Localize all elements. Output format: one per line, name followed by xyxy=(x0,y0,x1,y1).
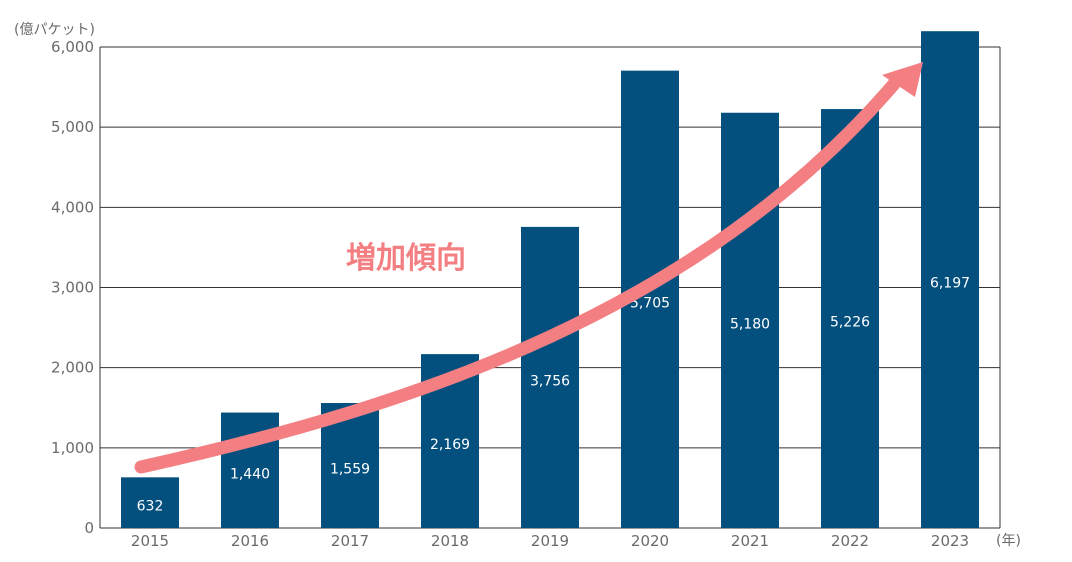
y-tick-label: 2,000 xyxy=(51,359,94,377)
data-label: 6,197 xyxy=(930,276,970,292)
data-label: 5,226 xyxy=(830,315,870,331)
x-tick-label: 2020 xyxy=(631,532,669,550)
y-tick-label: 4,000 xyxy=(51,198,94,216)
y-unit-label: (億パケット) xyxy=(14,22,95,38)
x-tick-label: 2019 xyxy=(531,532,569,550)
x-tick-label: 2018 xyxy=(431,532,469,550)
bar-2022 xyxy=(821,109,879,528)
y-tick-label: 0 xyxy=(84,519,94,537)
x-tick-label: 2021 xyxy=(731,532,769,550)
data-label: 5,705 xyxy=(630,295,670,311)
trend-arrow-head xyxy=(882,62,923,97)
data-label: 632 xyxy=(137,499,164,515)
x-unit-label: (年) xyxy=(996,533,1021,549)
bar-2021 xyxy=(721,112,779,528)
x-tick-label: 2016 xyxy=(231,532,269,550)
y-tick-label: 5,000 xyxy=(51,118,94,136)
y-axis-ticks: 0 1,000 2,000 3,000 4,000 5,000 6,000 xyxy=(51,38,94,537)
trend-annotation: 増加傾向 xyxy=(346,241,466,276)
x-tick-label: 2015 xyxy=(131,532,169,550)
x-tick-label: 2017 xyxy=(331,532,369,550)
data-label: 1,440 xyxy=(230,466,270,482)
data-label: 5,180 xyxy=(730,316,770,332)
data-label: 3,756 xyxy=(530,373,570,389)
data-label: 2,169 xyxy=(430,437,470,453)
x-tick-label: 2022 xyxy=(831,532,869,550)
data-label: 1,559 xyxy=(330,462,370,478)
y-tick-label: 1,000 xyxy=(51,439,94,457)
y-tick-label: 3,000 xyxy=(51,279,94,297)
trend-arrow xyxy=(134,62,923,474)
bars: 632 1,440 1,559 2,169 3,756 5,705 5,180 5,226 6,… xyxy=(121,31,979,529)
trend-arrow-line xyxy=(134,77,901,474)
y-tick-label: 6,000 xyxy=(51,38,94,56)
bar-2019 xyxy=(521,226,579,529)
bar-2023 xyxy=(921,31,979,529)
bar-2015 xyxy=(121,477,179,528)
x-tick-label: 2023 xyxy=(931,532,969,550)
x-axis-ticks: 2015 2016 2017 2018 2019 2020 2021 2022 2023 xyxy=(131,532,969,550)
